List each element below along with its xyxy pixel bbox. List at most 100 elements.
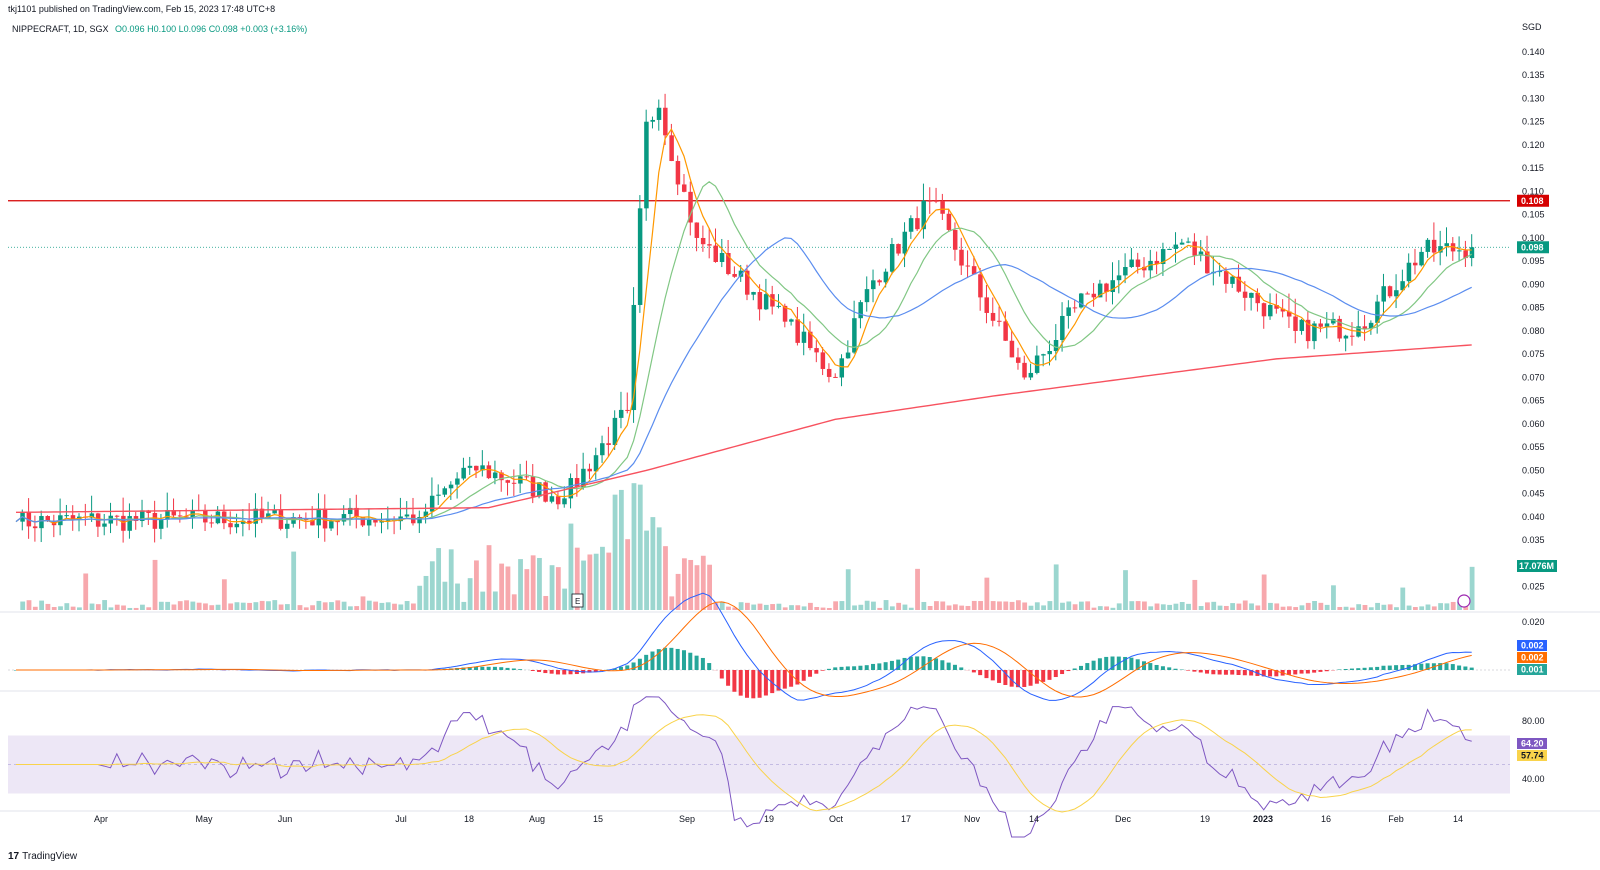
macd-histogram-bar	[1003, 670, 1008, 685]
volume-bar	[719, 601, 725, 610]
resistance-price-tag	[1517, 194, 1549, 207]
candle-body	[1072, 307, 1078, 309]
y-tick-label: 0.115	[1522, 163, 1544, 173]
macd-histogram-bar	[1261, 670, 1266, 677]
volume-bar	[228, 603, 234, 610]
candle-body	[1362, 326, 1368, 329]
macd-histogram-bar	[1337, 669, 1342, 670]
volume-bar	[448, 549, 454, 610]
rsi-line	[16, 696, 1472, 838]
volume-bar	[329, 602, 334, 610]
macd-histogram-bar	[795, 670, 800, 685]
macd-histogram-bar	[656, 649, 661, 670]
macd-histogram-bar	[858, 665, 863, 670]
candle-body	[978, 274, 983, 298]
macd-histogram-bar	[1356, 668, 1361, 670]
candle-body	[877, 280, 882, 283]
volume-bar	[1034, 602, 1040, 610]
x-tick-label: Jun	[278, 814, 293, 824]
y-tick-label: 0.105	[1522, 210, 1545, 220]
macd-histogram-bar	[1072, 668, 1077, 670]
candle-body	[1009, 340, 1015, 358]
macd-histogram-bar	[889, 660, 894, 670]
candle-body	[555, 496, 561, 505]
volume-bar	[1022, 602, 1028, 610]
macd-histogram-bar	[915, 656, 920, 670]
candle-body	[921, 200, 926, 230]
candle-body	[644, 121, 649, 209]
close-value: C0.098	[208, 24, 238, 34]
candle-body	[883, 271, 889, 283]
x-tick-label: Sep	[679, 814, 695, 824]
volume-bar	[1249, 603, 1254, 610]
currency-label: SGD	[1522, 22, 1542, 32]
candle-body	[965, 265, 971, 267]
macd-histogram-bar	[530, 670, 535, 671]
candle-body	[177, 515, 183, 517]
candle-body	[700, 237, 706, 245]
volume-bar	[272, 600, 278, 610]
volume-bar	[1305, 602, 1311, 610]
macd-histogram-bar	[555, 670, 560, 675]
candle-body	[1349, 335, 1355, 337]
candle-body	[1066, 307, 1071, 316]
candle-body	[1028, 372, 1034, 378]
volume-bar	[221, 579, 227, 610]
volume-bar	[581, 560, 586, 610]
volume-bar	[95, 604, 101, 610]
candle-body	[1205, 251, 1210, 274]
low-value: L0.096	[178, 24, 207, 34]
volume-bar	[64, 603, 70, 610]
volume-bar	[146, 607, 152, 610]
candle-body	[808, 331, 813, 349]
macd-histogram-bar	[1053, 670, 1058, 678]
volume-bar	[656, 527, 662, 610]
macd-histogram-bar	[820, 670, 825, 671]
macd-histogram-bar	[675, 648, 680, 670]
volume-bar	[184, 600, 189, 610]
volume-bar	[436, 548, 442, 610]
candle-body	[511, 482, 517, 484]
candle-body	[826, 368, 832, 377]
macd-histogram-bar	[1078, 665, 1083, 670]
volume-bar	[1331, 585, 1336, 610]
volume-bar	[1337, 606, 1343, 610]
x-tick-label: 17	[901, 814, 911, 824]
macd-histogram-bar	[826, 668, 831, 670]
macd-histogram-bar	[732, 670, 737, 692]
volume-bar	[1274, 603, 1280, 610]
candle-body	[1186, 241, 1191, 243]
volume-bar	[965, 605, 971, 610]
volume-bar	[203, 603, 208, 610]
macd-histogram-bar	[896, 659, 901, 670]
brand[interactable]: 17 TradingView	[8, 851, 77, 862]
volume-bar	[114, 604, 120, 610]
candle-body	[801, 331, 807, 343]
macd-histogram-bar	[1009, 670, 1014, 687]
volume-bar	[612, 494, 618, 610]
volume-bar	[480, 591, 486, 610]
candle-body	[770, 294, 775, 307]
y-tick-label: 0.075	[1522, 349, 1545, 359]
macd-histogram-bar	[1293, 670, 1298, 675]
candle-body	[518, 476, 523, 484]
volume-bar	[1154, 603, 1160, 610]
candle-body	[1412, 262, 1418, 266]
volume-bar	[549, 565, 555, 610]
macd-histogram-bar	[669, 647, 674, 670]
candle-body	[1060, 315, 1065, 341]
volume-bar	[140, 604, 145, 610]
candle-body	[1343, 335, 1349, 339]
histogram-value-label: 0.001	[1521, 665, 1544, 675]
volume-bar	[486, 545, 492, 610]
volume-bar	[852, 605, 857, 610]
volume-bar	[726, 606, 731, 610]
candle-body	[1192, 241, 1197, 256]
candle-body	[102, 523, 107, 527]
volume-bar	[284, 604, 290, 610]
candle-body	[347, 507, 353, 515]
macd-histogram-bar	[1412, 664, 1417, 670]
volume-bar	[32, 606, 38, 610]
macd-value-tag	[1517, 664, 1547, 675]
